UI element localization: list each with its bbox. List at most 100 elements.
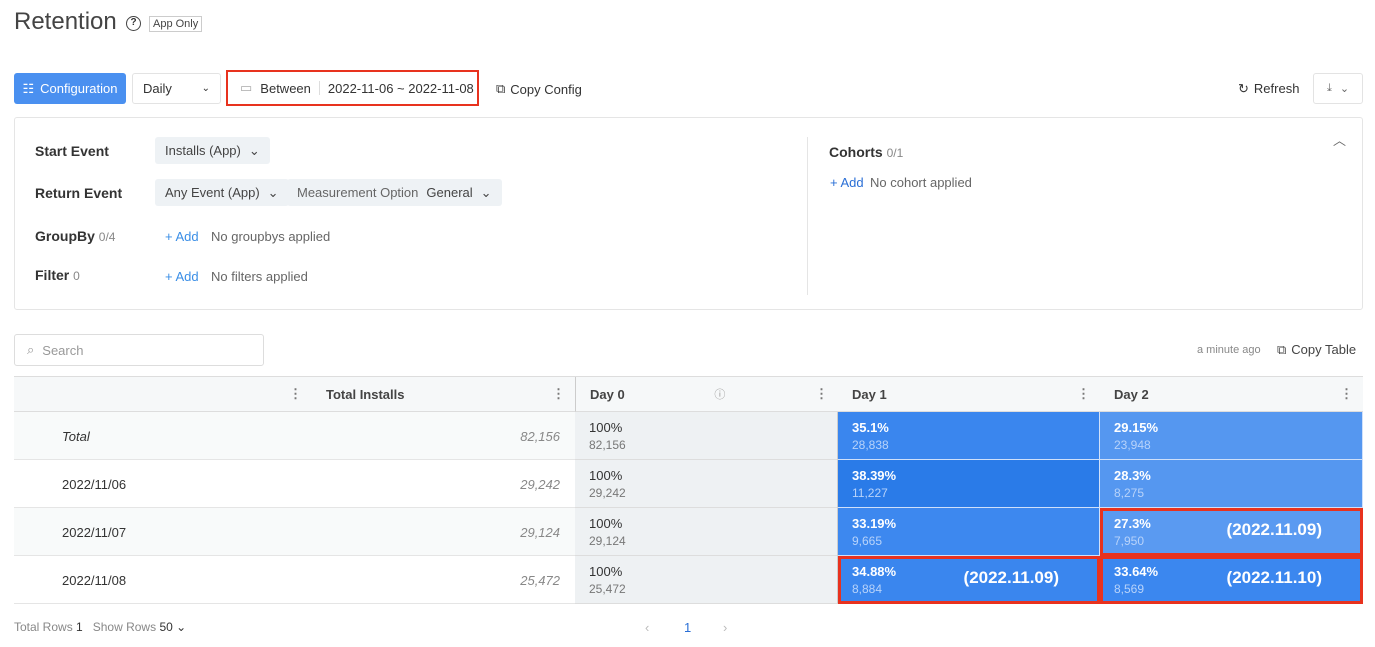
start-event-select[interactable]: Installs (App) ⌄: [155, 137, 270, 164]
column-header-label: Day 2: [1114, 386, 1149, 402]
add-cohort-button[interactable]: + Add: [830, 175, 864, 190]
groupby-count: 0/4: [98, 230, 116, 244]
day2-cell: 27.3% 7,950 (2022.11.09): [1100, 508, 1363, 556]
row-label: 2022/11/06: [62, 476, 127, 492]
total-rows-value: 1: [76, 620, 83, 634]
day0-count: 29,242: [589, 485, 626, 500]
column-header-label: Day 1: [852, 386, 887, 402]
search-input[interactable]: ⌕ Search: [14, 334, 264, 366]
copy-table-button[interactable]: ⧉ Copy Table: [1277, 342, 1356, 358]
groupby-empty: No groupbys applied: [211, 229, 331, 244]
search-placeholder: Search: [42, 342, 84, 358]
retention-count: 23,948: [1114, 437, 1151, 452]
day0-cell: 100% 29,242: [575, 460, 838, 508]
chevron-down-icon: ⌄: [201, 83, 210, 94]
configuration-button[interactable]: ☷ Configuration: [14, 73, 126, 104]
retention-pct: 34.88%: [852, 563, 897, 579]
table-row: [14, 412, 575, 460]
retention-pct: 27.3%: [1114, 515, 1151, 531]
date-range-picker[interactable]: ▭ Between 2022-11-06 ~ 2022-11-08: [226, 70, 479, 106]
column-header-label: Total Installs: [326, 386, 405, 402]
chevron-down-icon: ⌄: [267, 184, 279, 200]
column-menu-icon[interactable]: ⋮: [289, 386, 302, 401]
chevron-down-icon: ⌄: [1339, 83, 1350, 95]
measurement-value: General: [426, 185, 473, 200]
day0-pct: 100%: [589, 419, 623, 435]
cohorts-title: Cohorts: [829, 144, 883, 160]
start-event-label: Start Event: [35, 143, 109, 159]
copy-icon: ⧉: [496, 81, 506, 96]
total-installs-cell: 29,124: [520, 524, 560, 540]
chevron-down-icon: ⌄: [248, 142, 260, 158]
prev-page-button[interactable]: ‹: [645, 620, 650, 635]
copy-icon: ⧉: [1277, 342, 1287, 357]
filter-empty: No filters applied: [211, 269, 308, 284]
divider: [807, 137, 808, 295]
download-button[interactable]: ⤓ ⌄: [1313, 73, 1363, 104]
interval-select[interactable]: Daily ⌄: [132, 73, 221, 104]
return-event-select[interactable]: Any Event (App) ⌄: [155, 179, 289, 206]
calendar-icon: ▭: [240, 80, 253, 95]
row-label: Total: [62, 428, 90, 444]
column-header[interactable]: Day 0 ⓘ ⋮: [575, 377, 838, 412]
retention-pct: 38.39%: [852, 467, 897, 483]
row-label: 2022/11/07: [62, 524, 127, 540]
date-range-value: 2022-11-06 ~ 2022-11-08: [327, 80, 474, 96]
return-event-value: Any Event (App): [165, 185, 260, 200]
day2-cell: 28.3% 8,275: [1100, 460, 1363, 508]
help-icon[interactable]: ?: [126, 16, 141, 31]
copy-config-label: Copy Config: [510, 81, 582, 97]
download-icon: ⤓: [1326, 82, 1332, 94]
copy-config-button[interactable]: ⧉ Copy Config: [496, 81, 582, 97]
show-rows-select[interactable]: 50 ⌄: [159, 620, 187, 634]
column-header[interactable]: Day 1 ⋮: [838, 377, 1100, 412]
copy-table-label: Copy Table: [1291, 342, 1357, 357]
column-menu-icon[interactable]: ⋮: [814, 386, 828, 401]
day2-cell: 29.15% 23,948: [1100, 412, 1363, 460]
measurement-option-select[interactable]: Measurement Option General ⌄: [287, 179, 502, 206]
date-annotation: (2022.11.09): [963, 568, 1059, 587]
refresh-button[interactable]: ↻ Refresh: [1238, 81, 1299, 97]
chevron-down-icon: ⌄: [480, 184, 492, 200]
cohort-empty: No cohort applied: [870, 175, 972, 190]
day0-pct: 100%: [589, 515, 623, 531]
page-1-button[interactable]: 1: [684, 620, 692, 635]
add-groupby-button[interactable]: + Add: [165, 229, 199, 244]
info-icon: ⓘ: [714, 389, 726, 401]
retention-count: 28,838: [852, 437, 889, 452]
measurement-label: Measurement Option: [297, 185, 419, 200]
sliders-icon: ☷: [22, 80, 35, 96]
interval-value: Daily: [143, 81, 172, 96]
search-icon: ⌕: [27, 342, 35, 357]
day1-cell: 35.1% 28,838: [838, 412, 1100, 460]
configuration-label: Configuration: [40, 81, 118, 96]
next-page-button[interactable]: ›: [723, 620, 728, 635]
column-menu-icon[interactable]: ⋮: [552, 386, 565, 401]
table-row: [14, 460, 575, 508]
start-event-value: Installs (App): [165, 143, 241, 158]
total-installs-cell: 25,472: [520, 572, 560, 588]
column-menu-icon[interactable]: ⋮: [1340, 386, 1353, 401]
column-menu-icon[interactable]: ⋮: [1077, 386, 1090, 401]
day1-cell: 38.39% 11,227: [838, 460, 1100, 508]
app-only-badge: App Only: [149, 16, 203, 32]
day0-cell: 100% 25,472: [575, 556, 838, 604]
total-rows-label: Total Rows: [14, 620, 73, 634]
column-header[interactable]: ⋮: [48, 377, 312, 412]
filter-label: Filter 0: [35, 267, 80, 283]
retention-pct: 29.15%: [1114, 419, 1159, 435]
day0-count: 29,124: [589, 533, 626, 548]
row-label: 2022/11/08: [62, 572, 127, 588]
add-filter-button[interactable]: + Add: [165, 269, 199, 284]
retention-count: 7,950: [1114, 533, 1145, 548]
column-header[interactable]: Day 2 ⋮: [1100, 377, 1363, 412]
day1-cell: 34.88% 8,884 (2022.11.09): [838, 556, 1100, 604]
refresh-icon: ↻: [1238, 81, 1249, 96]
day0-cell: 100% 29,124: [575, 508, 838, 556]
collapse-chevron-icon[interactable]: ︿: [1333, 133, 1347, 148]
groupby-label: GroupBy 0/4: [35, 228, 115, 244]
cohorts-count: 0/1: [886, 146, 904, 160]
day1-cell: 33.19% 9,665: [838, 508, 1100, 556]
column-header[interactable]: Total Installs ⋮: [312, 377, 575, 412]
date-label: Between: [260, 80, 311, 96]
